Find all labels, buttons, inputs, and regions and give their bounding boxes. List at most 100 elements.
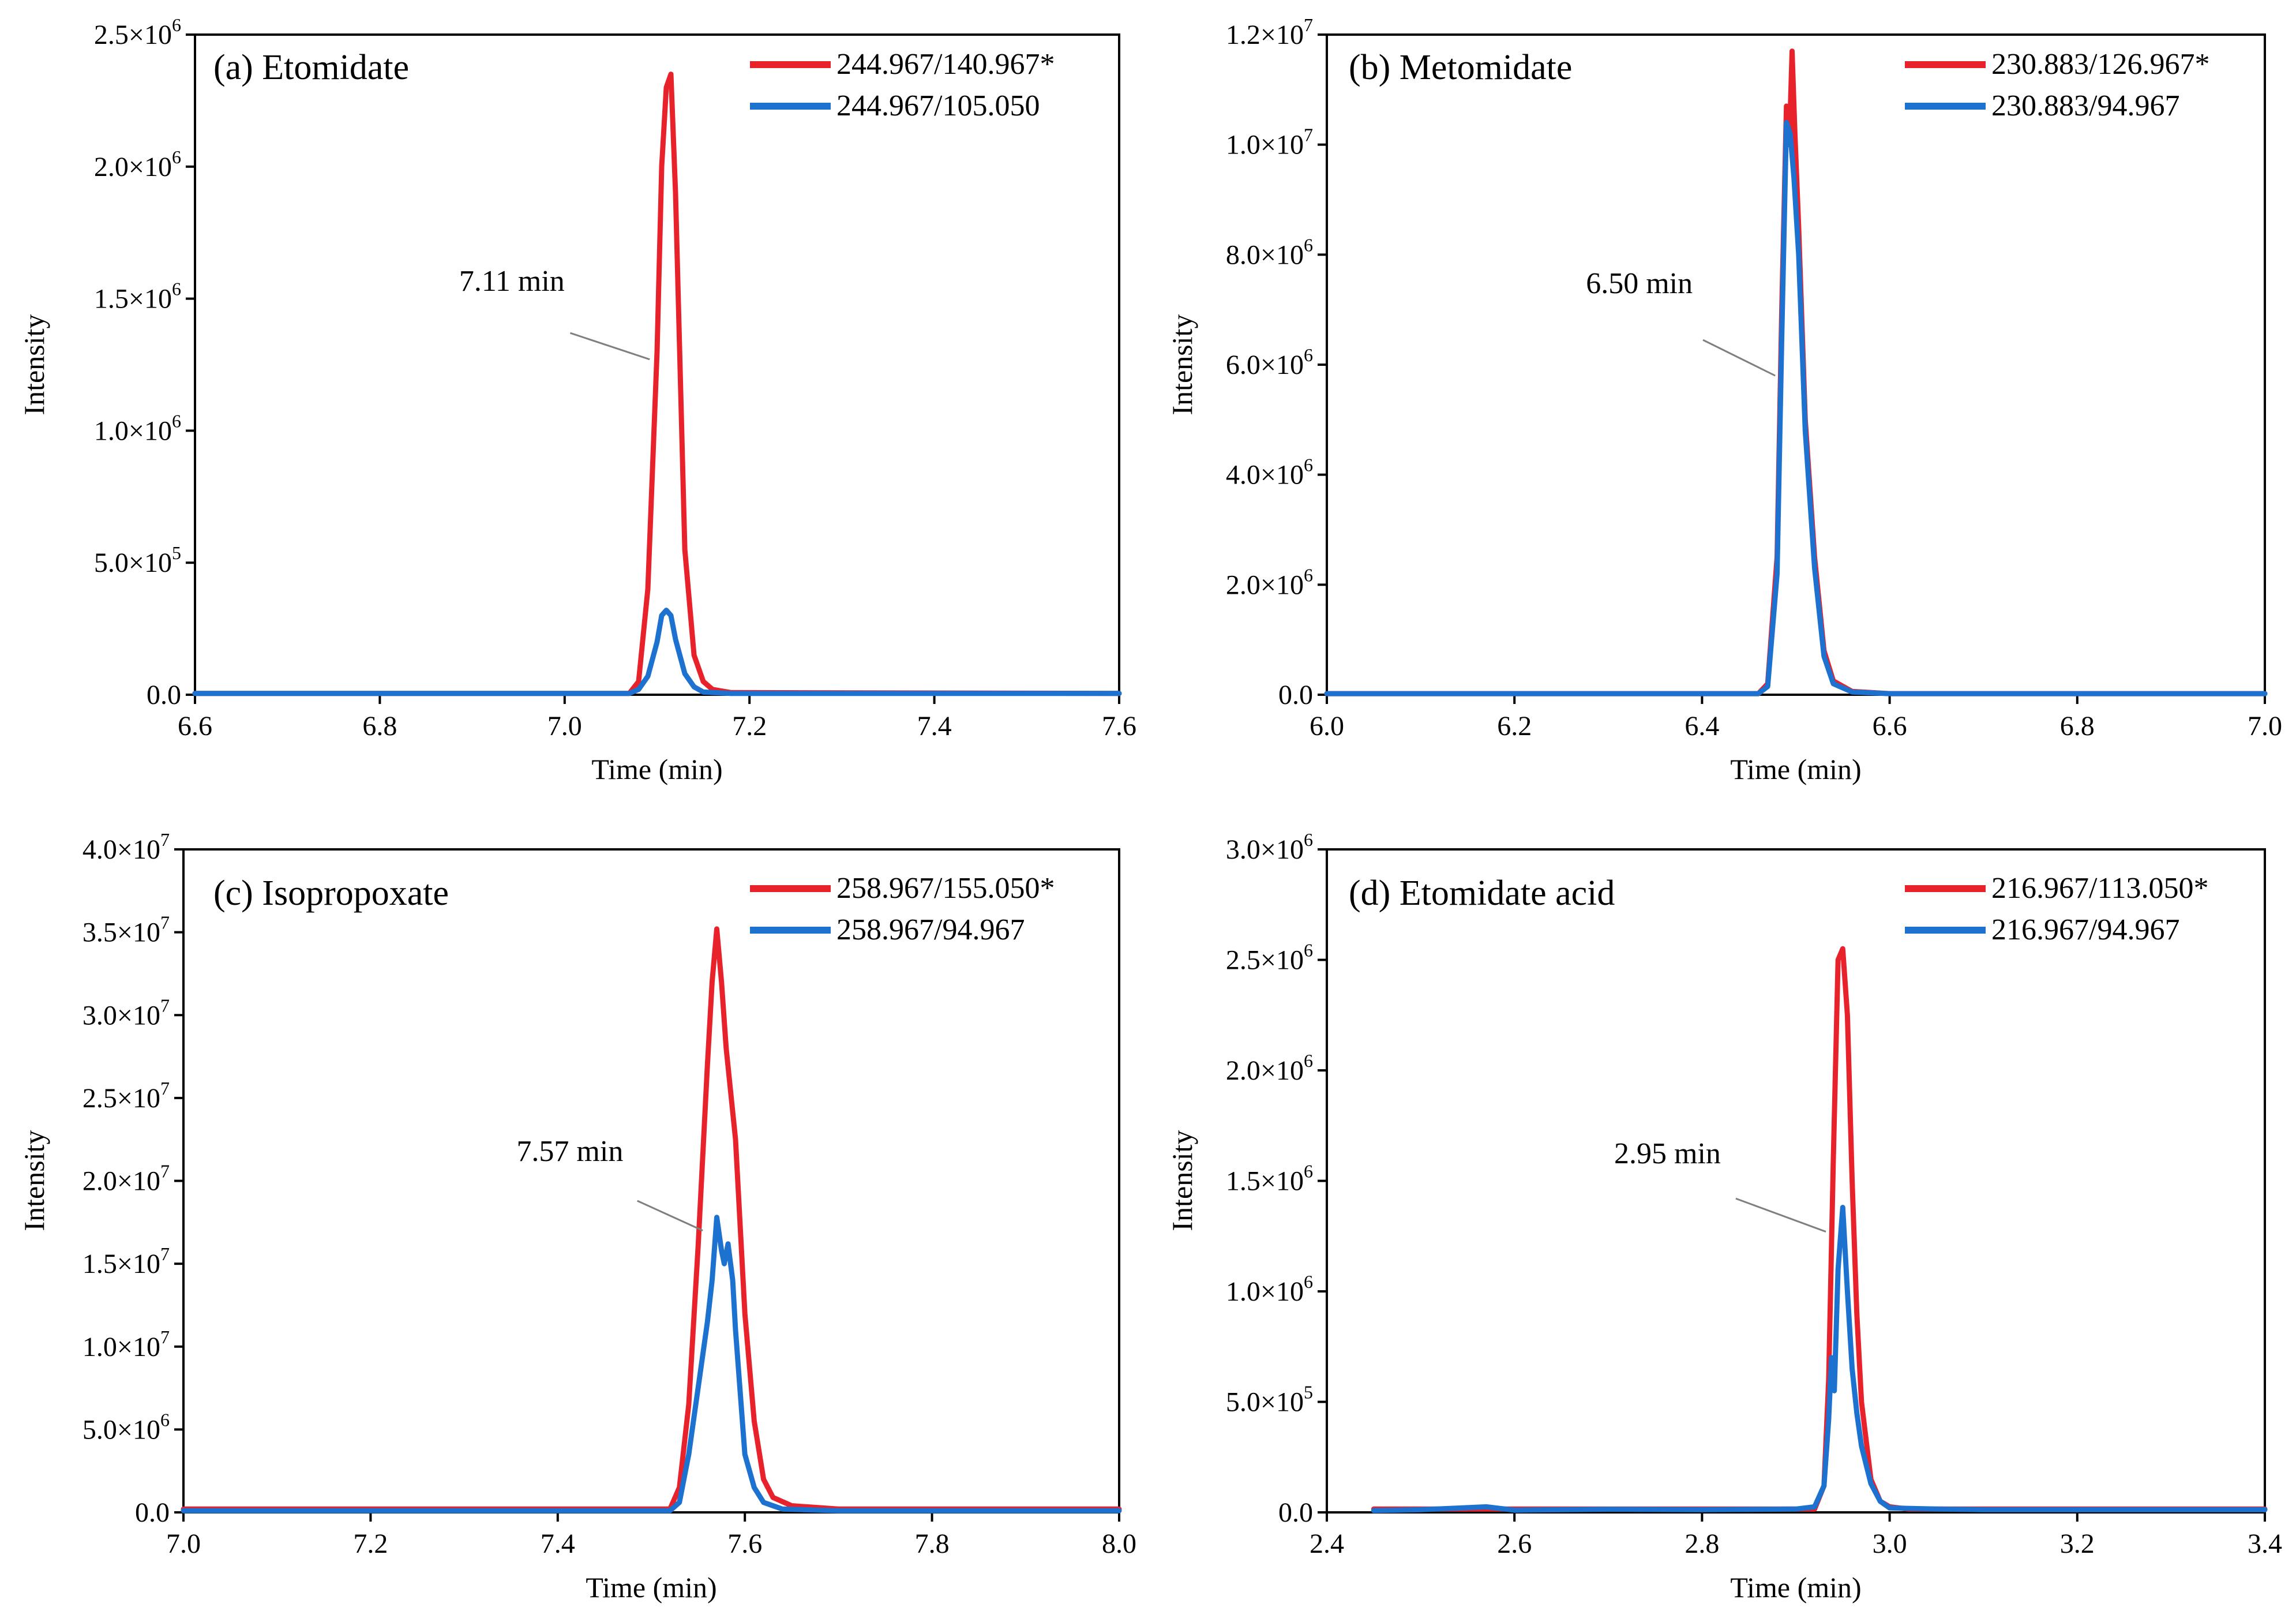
y-tick-label: 1.5×107 xyxy=(82,1243,170,1279)
annotation-line xyxy=(637,1200,703,1232)
series-line-blue xyxy=(1324,120,2268,696)
x-tick-label: 6.4 xyxy=(1685,711,1719,741)
y-tick-label: 2.0×106 xyxy=(1226,564,1313,600)
y-tick-label: 0.0 xyxy=(147,680,181,710)
x-tick-label: 2.8 xyxy=(1685,1529,1719,1559)
x-tick-label: 7.0 xyxy=(547,711,582,741)
peak-annotation: 6.50 min xyxy=(1586,267,1693,300)
x-tick-label: 7.2 xyxy=(732,711,767,741)
x-tick-label: 7.0 xyxy=(2248,711,2282,741)
y-tick-label: 3.5×107 xyxy=(82,912,170,948)
y-tick-label: 8.0×106 xyxy=(1226,234,1313,270)
legend-label: 216.967/94.967 xyxy=(1991,913,2179,946)
x-tick-label: 7.4 xyxy=(917,711,952,741)
x-axis-title: Time (min) xyxy=(586,1571,716,1604)
y-axis-title: Intensity xyxy=(18,1130,50,1231)
peak-annotation: 7.57 min xyxy=(516,1135,623,1168)
y-axis-title: Intensity xyxy=(1166,1130,1198,1231)
annotation-line xyxy=(1735,1197,1826,1233)
peak-annotation: 7.11 min xyxy=(459,265,565,298)
x-tick-label: 3.2 xyxy=(2060,1529,2095,1559)
x-tick-label: 6.6 xyxy=(178,711,212,741)
y-tick-label: 1.0×107 xyxy=(82,1327,170,1362)
series-line-red xyxy=(181,926,1122,1512)
x-tick-label: 7.0 xyxy=(166,1529,201,1559)
legend-label: 244.967/105.050 xyxy=(836,89,1040,122)
panel-c: 7.0 7.2 7.4 7.6 7.8 8.0 0.0 5.0×106 1.0×107 1.5×1… xyxy=(18,829,1136,1604)
y-tick-label: 1.5×106 xyxy=(1226,1161,1313,1197)
x-tick-label: 6.6 xyxy=(1873,711,1907,741)
y-tick-label: 5.0×105 xyxy=(94,542,181,578)
legend-label: 230.883/94.967 xyxy=(1991,89,2179,122)
x-tick-label: 7.6 xyxy=(727,1529,762,1559)
panel-d: 2.4 2.6 2.8 3.0 3.2 3.4 0.0 5.0×105 1.0×106 1.5×1… xyxy=(1166,829,2282,1604)
y-tick-label: 0.0 xyxy=(1278,1497,1313,1528)
y-tick-label: 1.0×106 xyxy=(94,410,181,446)
x-tick-label: 7.4 xyxy=(541,1529,575,1559)
y-tick-label: 2.0×106 xyxy=(1226,1050,1313,1086)
y-axis-title: Intensity xyxy=(1166,314,1198,415)
x-axis-title: Time (min) xyxy=(1730,753,1861,785)
x-tick-label: 6.8 xyxy=(2060,711,2095,741)
y-tick-label: 0.0 xyxy=(1278,680,1313,710)
y-tick-label: 2.5×106 xyxy=(94,14,181,50)
x-tick-label: 3.4 xyxy=(2248,1529,2282,1559)
legend: 216.967/113.050* 216.967/94.967 xyxy=(1905,872,2209,946)
x-axis-title: Time (min) xyxy=(591,753,722,785)
panel-title: (a) Etomidate xyxy=(213,48,409,87)
y-tick-label: 2.5×107 xyxy=(82,1078,170,1114)
series-line-blue xyxy=(181,1215,1122,1514)
y-axis-title: Intensity xyxy=(18,314,50,415)
x-tick-label: 6.0 xyxy=(1310,711,1344,741)
x-tick-label: 3.0 xyxy=(1873,1529,1907,1559)
y-tick-label: 0.0 xyxy=(135,1497,170,1528)
plot-frame xyxy=(1326,848,2266,1514)
x-tick-label: 7.6 xyxy=(1102,711,1136,741)
plot-frame xyxy=(182,848,1120,1514)
x-tick-label: 6.2 xyxy=(1497,711,1532,741)
y-tick-label: 4.0×106 xyxy=(1226,455,1313,490)
y-tick-label: 6.0×106 xyxy=(1226,344,1313,380)
y-tick-label: 1.5×106 xyxy=(94,279,181,314)
x-axis-title: Time (min) xyxy=(1730,1571,1861,1604)
y-tick-label: 1.0×106 xyxy=(1226,1271,1313,1307)
annotation-line xyxy=(569,332,650,361)
legend: 244.967/140.967* 244.967/105.050 xyxy=(750,48,1055,122)
panel-title: (b) Metomidate xyxy=(1349,48,1572,87)
y-tick-label: 3.0×106 xyxy=(1226,829,1313,865)
series-line-red xyxy=(1324,48,2268,696)
x-tick-label: 2.6 xyxy=(1497,1529,1532,1559)
legend-label: 216.967/113.050* xyxy=(1991,872,2209,905)
panel-title: (c) Isopropoxate xyxy=(213,874,449,913)
legend: 230.883/126.967* 230.883/94.967 xyxy=(1905,48,2209,122)
series-line-blue xyxy=(192,608,1122,696)
legend-label: 244.967/140.967* xyxy=(836,48,1055,81)
x-tick-label: 7.2 xyxy=(353,1529,388,1559)
series-line-red xyxy=(192,72,1122,696)
legend-label: 258.967/155.050* xyxy=(836,872,1055,905)
y-tick-label: 2.0×107 xyxy=(82,1161,170,1197)
plot-frame xyxy=(194,33,1120,696)
panel-a: 6.6 6.8 7.0 7.2 7.4 7.6 0.0 5.0×105 1.0×106 1.5×1… xyxy=(18,14,1136,785)
y-tick-label: 5.0×105 xyxy=(1226,1382,1313,1418)
y-tick-label: 3.0×107 xyxy=(82,995,170,1031)
legend-label: 258.967/94.967 xyxy=(836,913,1025,946)
y-tick-label: 2.0×106 xyxy=(94,147,181,182)
series-line-blue xyxy=(1371,1205,2268,1514)
y-tick-label: 4.0×107 xyxy=(82,829,170,865)
x-tick-label: 2.4 xyxy=(1310,1529,1344,1559)
y-tick-label: 5.0×106 xyxy=(82,1409,170,1445)
x-tick-label: 6.8 xyxy=(362,711,397,741)
peak-annotation: 2.95 min xyxy=(1614,1137,1721,1170)
legend-label: 230.883/126.967* xyxy=(1991,48,2209,81)
annotation-line xyxy=(1702,339,1776,377)
panel-b: 6.0 6.2 6.4 6.6 6.8 7.0 0.0 2.0×106 4.0×106 6.0×1… xyxy=(1166,14,2282,785)
y-tick-label: 2.5×106 xyxy=(1226,940,1313,976)
x-tick-label: 7.8 xyxy=(915,1529,950,1559)
legend: 258.967/155.050* 258.967/94.967 xyxy=(750,872,1055,946)
panel-title: (d) Etomidate acid xyxy=(1349,874,1615,913)
y-tick-label: 1.2×107 xyxy=(1226,14,1313,50)
x-tick-label: 8.0 xyxy=(1102,1529,1136,1559)
y-tick-label: 1.0×107 xyxy=(1226,125,1313,160)
